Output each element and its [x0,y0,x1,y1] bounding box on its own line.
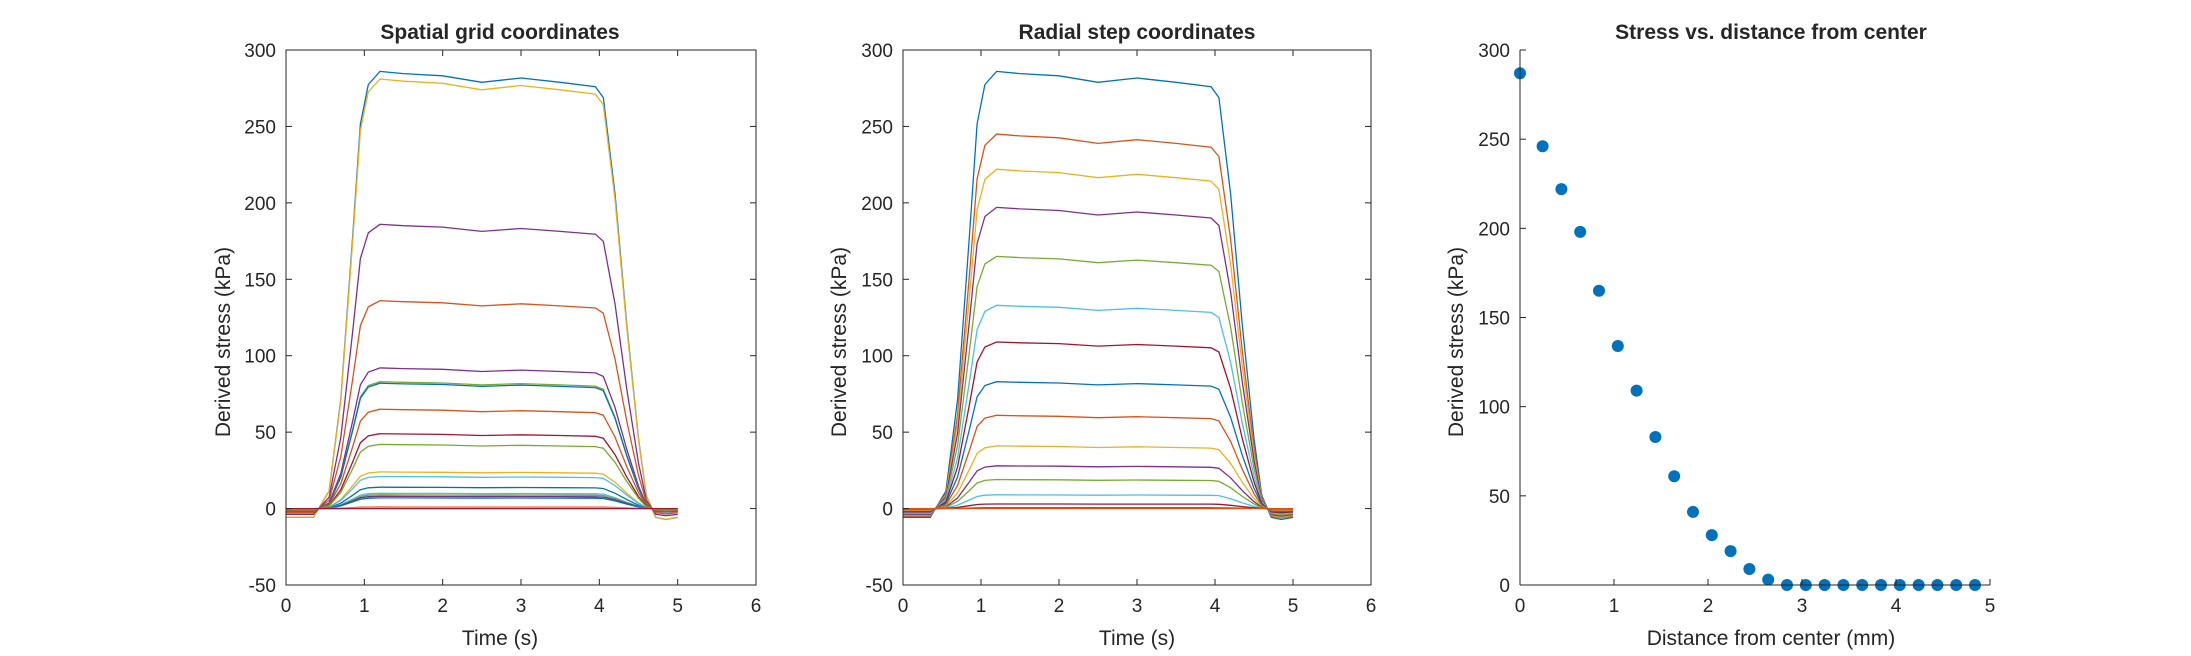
y-tick-label: 250 [1478,130,1510,151]
x-tick-label: 0 [281,596,292,617]
y-tick-label: 250 [244,117,276,138]
y-tick-label: 100 [861,347,893,368]
x-tick-label: 5 [1985,596,1996,617]
data-point [1668,470,1681,483]
series-line-10 [286,443,678,511]
series-line-2 [286,78,678,520]
x-tick-label: 0 [898,596,909,617]
series-line-3 [903,168,1294,518]
series-line-11 [903,465,1294,511]
chart-title: Stress vs. distance from center [1615,21,1927,44]
series-line-1 [903,70,1294,521]
y-axis-label: Derived stress (kPa) [1445,247,1468,437]
x-tick-label: 6 [1366,596,1377,617]
series-line-6 [903,304,1294,515]
y-tick-label: 100 [244,347,276,368]
chart-radial-step: Radial step coordinates Time (s) Derived… [828,21,1376,650]
y-tick-label: 50 [1489,487,1510,508]
x-tick-label: 4 [1891,596,1902,617]
y-tick-label: 300 [861,41,893,62]
x-tick-label: 4 [594,596,605,617]
axes-box [285,49,757,586]
x-axis-label: Distance from center (mm) [1647,627,1896,650]
x-tick-label: 3 [516,596,527,617]
y-axis-label: Derived stress (kPa) [212,247,235,437]
y-tick-label: 50 [872,423,893,444]
data-point [1743,563,1756,575]
series-line-4 [286,300,678,515]
series-line-12 [286,475,678,511]
y-tick-label: 0 [1499,576,1510,597]
series-line-12 [903,478,1294,510]
x-tick-label: 6 [751,596,762,617]
data-point [1687,505,1699,518]
x-tick-label: 5 [1288,596,1299,617]
y-tick-label: 150 [861,270,893,291]
x-tick-label: 2 [1703,596,1714,617]
series-line-9 [903,414,1294,512]
y-tick-label: 150 [244,270,276,291]
x-tick-label: 4 [1210,596,1221,617]
y-tick-label: 100 [1478,398,1510,419]
series-line-1 [286,70,678,521]
series-line-7 [903,341,1294,514]
data-point [1630,384,1643,397]
y-tick-label: 200 [244,194,276,215]
series-line-5 [903,255,1294,516]
series-line-4 [903,206,1294,517]
y-tick-label: 150 [1478,309,1510,330]
x-tick-label: 1 [1609,596,1620,617]
x-tick-label: 5 [672,596,683,617]
series-line-3 [286,223,678,517]
data-point [1649,431,1662,443]
y-tick-label: 50 [255,423,276,444]
chart-stress-vs-distance: Stress vs. distance from center Distance… [1445,21,1995,650]
x-axis-label: Time (s) [462,627,538,650]
x-tick-label: 3 [1797,596,1808,617]
y-tick-label: 300 [244,41,276,62]
y-tick-label: 0 [265,500,276,521]
x-tick-label: 2 [437,596,448,617]
data-point [1574,225,1587,238]
data-point [1593,284,1605,297]
x-tick-label: 1 [976,596,987,617]
series-line-7 [286,382,678,513]
y-tick-label: -50 [249,576,276,597]
x-tick-label: 0 [1515,596,1526,617]
series-line-5 [286,367,678,513]
x-tick-label: 1 [359,596,370,617]
chart-spatial-grid: Spatial grid coordinates Time (s) Derive… [212,21,761,650]
data-point [1555,183,1568,196]
data-point [1724,545,1737,558]
chart-title: Spatial grid coordinates [380,21,619,44]
data-point [1762,573,1775,586]
y-tick-label: 200 [861,194,893,215]
series-line-10 [903,445,1294,511]
series-line-13 [903,494,1294,510]
data-point [1536,140,1549,153]
series-line-8 [286,408,678,512]
x-axis-label: Time (s) [1099,627,1175,650]
data-point [1705,529,1718,542]
y-tick-label: 300 [1478,41,1510,62]
y-tick-label: 200 [1478,219,1510,240]
y-tick-label: 250 [861,117,893,138]
data-point [1611,340,1624,352]
x-tick-label: 2 [1054,596,1065,617]
y-tick-label: -50 [866,576,893,597]
series-line-17 [286,497,678,510]
chart-title: Radial step coordinates [1019,21,1256,44]
series-line-9 [286,433,678,512]
series-line-8 [903,381,1294,513]
y-axis-label: Derived stress (kPa) [828,247,851,437]
x-tick-label: 3 [1132,596,1143,617]
y-tick-label: 0 [882,500,893,521]
